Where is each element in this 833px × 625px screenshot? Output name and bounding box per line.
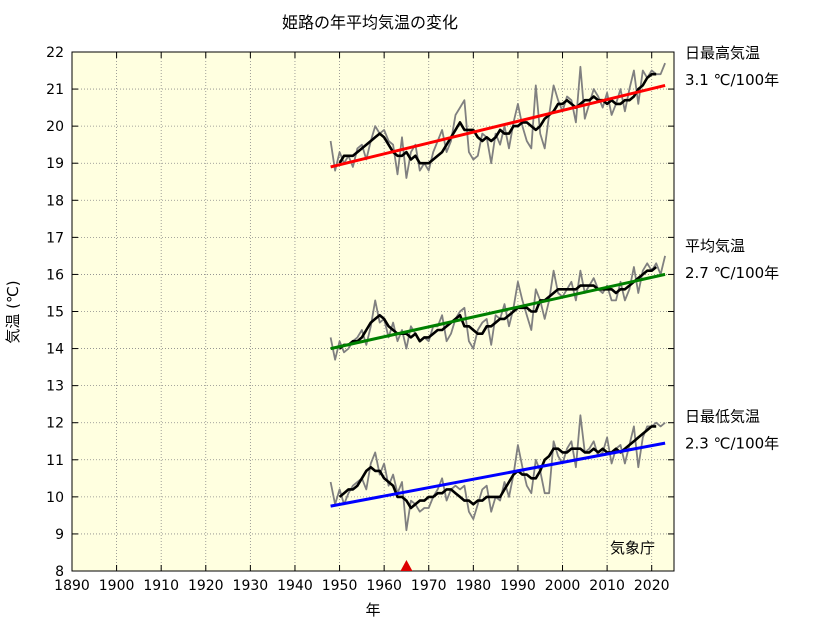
series-label-name: 日最高気温 (685, 44, 760, 62)
y-tick-label: 16 (46, 267, 64, 283)
y-tick-label: 10 (46, 490, 64, 506)
x-tick-label: 1960 (366, 578, 402, 594)
x-tick-label: 1970 (411, 578, 447, 594)
series-max-trend (330, 83, 666, 169)
x-tick-label: 1980 (456, 578, 492, 594)
series-max-annual (329, 62, 666, 179)
x-tick-label: 1930 (233, 578, 269, 594)
y-tick-label: 9 (55, 527, 64, 543)
chart-title: 姫路の年平均気温の変化 (282, 13, 458, 32)
x-tick-label: 1950 (322, 578, 358, 594)
y-tick-label: 21 (46, 82, 64, 98)
y-tick-label: 15 (46, 305, 64, 321)
y-tick-label: 22 (46, 45, 64, 61)
series-mean-trend (330, 272, 666, 351)
x-tick-label: 1900 (99, 578, 135, 594)
x-tick-label: 1920 (188, 578, 224, 594)
y-tick-label: 18 (46, 193, 64, 209)
series-label-name: 平均気温 (685, 237, 745, 255)
x-axis-label: 年 (365, 601, 380, 619)
series-label-trend: 3.1 ℃/100年 (685, 71, 779, 89)
y-axis-label: 気温 (℃) (4, 280, 22, 343)
series-min-annual (329, 414, 666, 532)
x-tick-label: 2020 (634, 578, 670, 594)
x-tick-label: 2010 (589, 578, 625, 594)
x-tick-label: 1940 (277, 578, 313, 594)
series-label-trend: 2.3 ℃/100年 (685, 434, 779, 452)
x-tick-label: 1990 (500, 578, 536, 594)
y-tick-label: 13 (46, 379, 64, 395)
plot-frame (71, 51, 675, 572)
x-tick-label: 1890 (54, 578, 90, 594)
series-min-trend (330, 441, 666, 508)
series-group (329, 62, 666, 532)
y-tick-label: 17 (46, 230, 64, 246)
y-tick-label: 11 (46, 453, 64, 469)
y-tick-label: 19 (46, 156, 64, 172)
series-label-name: 日最低気温 (685, 407, 760, 425)
gridlines (72, 52, 674, 571)
y-tick-label: 20 (46, 119, 64, 135)
y-tick-label: 12 (46, 416, 64, 432)
series-label-trend: 2.7 ℃/100年 (685, 264, 779, 282)
source-label: 気象庁 (610, 539, 655, 557)
x-tick-label: 2000 (545, 578, 581, 594)
y-tick-label: 8 (55, 564, 64, 580)
series-mean-annual (329, 255, 666, 361)
series-min-moving_average_5yr (338, 425, 657, 510)
axis-ticks: 1890 1900 1910 1920 1930 1940 1950 1960 1970 1980… (46, 45, 674, 594)
year-marker (400, 560, 413, 571)
y-tick-label: 14 (46, 342, 64, 358)
x-tick-label: 1910 (143, 578, 179, 594)
